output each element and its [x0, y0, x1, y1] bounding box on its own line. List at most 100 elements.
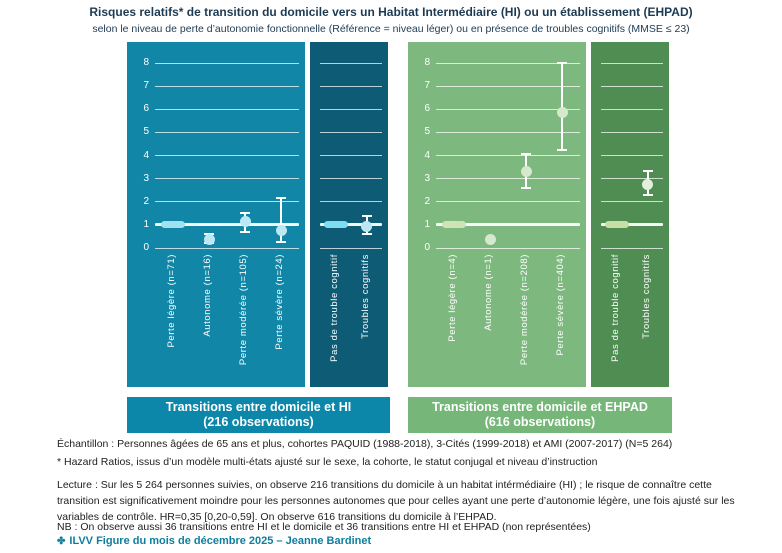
ci-cap-top — [240, 212, 250, 215]
reference-gridline — [601, 223, 663, 227]
gridline — [601, 178, 663, 180]
gridline — [320, 155, 382, 156]
gridline — [320, 178, 382, 180]
y-axis-tick-label: 1 — [143, 218, 149, 230]
ci-cap-top — [361, 214, 372, 217]
category-label: Pas de trouble cognitif — [328, 254, 340, 362]
hazard-ratio-point — [484, 234, 496, 246]
category-label: Perte modérée (n=208) — [519, 254, 530, 366]
gridline — [601, 85, 663, 87]
ci-cap-top — [557, 62, 567, 64]
panel-hi-autonomie: 0 1 2 3 4 5 6 7 8 Perte légère (n=71) Autonome (n=… — [127, 42, 305, 387]
gridline — [436, 178, 580, 180]
footnote-echantillon: Échantillon : Personnes âgées de 65 ans … — [57, 438, 673, 450]
credit-line: ✤ ILVV Figure du mois de décembre 2025 – … — [57, 535, 371, 547]
gridline — [155, 62, 299, 64]
y-axis-tick-label: 3 — [424, 172, 430, 184]
panel-hi-cognitif: Pas de trouble cognitif Troubles cognitif… — [310, 42, 388, 387]
category-label: Perte sévère (n=404) — [555, 254, 566, 356]
gridline — [601, 108, 663, 110]
y-axis-tick-label: 5 — [424, 126, 430, 138]
banner-ehpad: Transitions entre domicile et EHPAD (616 … — [408, 397, 672, 433]
banner-line1: Transitions entre domicile et HI — [165, 400, 352, 414]
gridline — [155, 201, 299, 203]
gridline — [155, 247, 299, 249]
panel-ehpad-cognitif: Pas de trouble cognitif Troubles cognitif… — [591, 42, 669, 387]
ci-cap-bottom — [557, 148, 567, 151]
ilvv-flower-icon: ✤ — [57, 536, 66, 547]
gridline — [436, 201, 580, 203]
ci-cap-bottom — [240, 230, 250, 233]
gridline — [436, 108, 580, 110]
gridline — [601, 131, 663, 133]
reference-gridline — [320, 223, 382, 227]
gridline — [436, 247, 580, 249]
y-axis-tick-label: 0 — [143, 242, 149, 253]
banner-line2: (616 observations) — [484, 415, 596, 429]
category-label: Perte légère (n=71) — [166, 254, 177, 348]
gridline — [320, 62, 382, 64]
gridline — [436, 155, 580, 156]
ci-cap-top — [642, 169, 653, 172]
credit-text: ILVV Figure du mois de décembre 2025 – J… — [69, 535, 372, 547]
banner-line1: Transitions entre domicile et EHPAD — [432, 400, 648, 414]
y-axis-tick-label: 6 — [143, 103, 149, 115]
panel-ehpad-autonomie: 0 1 2 3 4 5 6 7 8 Perte légère (n=4) Autonome (n=1… — [408, 42, 586, 387]
reference-marker — [604, 221, 629, 229]
gridline — [320, 247, 382, 249]
hazard-ratio-point — [203, 234, 215, 246]
y-axis-tick-label: 7 — [143, 80, 149, 92]
category-label: Troubles cognitifs — [640, 254, 652, 339]
y-axis-tick-label: 6 — [424, 103, 430, 115]
hazard-ratio-point — [275, 225, 287, 237]
gridline — [155, 178, 299, 180]
reference-marker — [323, 221, 348, 229]
gridline — [601, 155, 663, 156]
gridline — [601, 247, 663, 249]
hazard-ratio-point — [361, 220, 372, 232]
ci-whisker — [280, 198, 282, 243]
category-label: Autonome (n=16) — [202, 254, 213, 337]
y-axis-tick-label: 2 — [143, 195, 149, 207]
gridline — [155, 85, 299, 87]
banner-hi: Transitions entre domicile et HI (216 obs… — [127, 397, 390, 433]
y-axis-tick-label: 7 — [424, 80, 430, 92]
y-axis-tick-label: 2 — [424, 195, 430, 207]
reference-marker — [442, 221, 466, 229]
banner-line2: (216 observations) — [203, 415, 314, 429]
ci-cap-top — [204, 233, 214, 236]
gridline — [436, 85, 580, 87]
category-label: Perte sévère (n=24) — [274, 254, 285, 350]
y-axis-tick-label: 5 — [143, 126, 149, 138]
category-label: Autonome (n=1) — [483, 254, 494, 331]
y-axis-tick-label: 0 — [424, 242, 430, 253]
y-axis-tick-label: 8 — [424, 57, 430, 68]
reference-gridline — [155, 223, 299, 227]
gridline — [436, 131, 580, 133]
gridline — [320, 131, 382, 133]
gridline — [601, 201, 663, 203]
ci-cap-top — [276, 197, 286, 200]
gridline — [320, 85, 382, 87]
footnote-lecture: Lecture : Sur les 5 264 personnes suivie… — [57, 479, 735, 523]
y-axis-tick-label: 4 — [143, 149, 149, 161]
hazard-ratio-point — [520, 166, 532, 178]
ci-cap-bottom — [521, 186, 531, 189]
ci-cap-bottom — [276, 241, 286, 244]
reference-marker — [161, 221, 185, 229]
hazard-ratio-point — [239, 215, 251, 227]
ci-cap-bottom — [361, 233, 372, 236]
gridline — [155, 108, 299, 110]
y-axis-tick-label: 4 — [424, 149, 430, 161]
category-label: Perte modérée (n=105) — [238, 254, 249, 366]
ci-cap-bottom — [642, 193, 653, 196]
hazard-ratio-point — [556, 107, 568, 119]
figure-title: Risques relatifs* de transition du domic… — [89, 5, 693, 19]
gridline — [155, 131, 299, 133]
gridline — [320, 108, 382, 110]
gridline — [436, 62, 580, 64]
ci-cap-top — [521, 153, 531, 156]
category-label: Troubles cognitifs — [359, 254, 371, 339]
category-label: Perte légère (n=4) — [447, 254, 458, 342]
